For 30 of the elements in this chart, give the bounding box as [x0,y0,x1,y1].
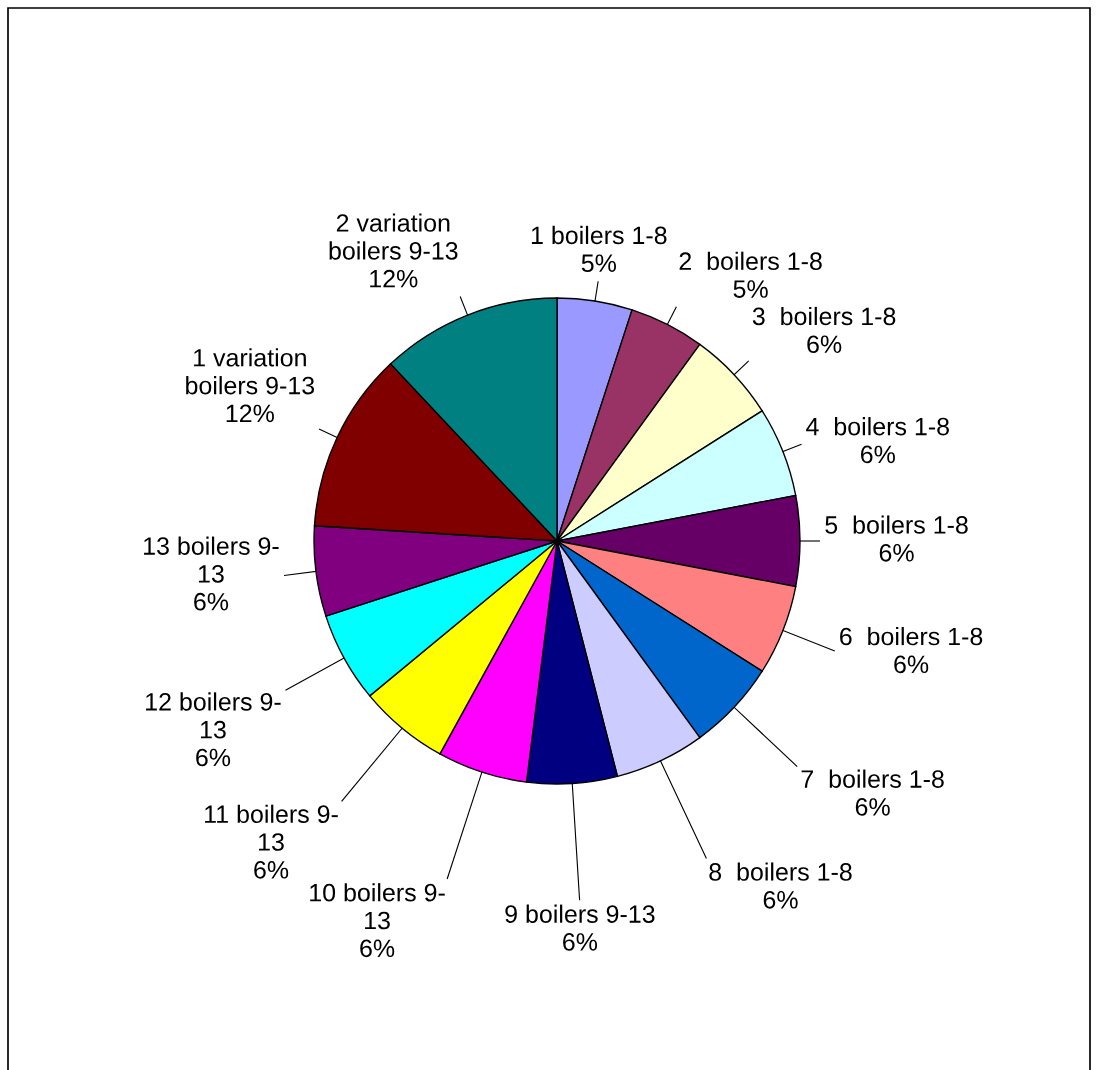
slice-label: 3 boilers 1-8 [752,306,896,326]
slice-label: 8 boilers 1-8 [709,862,852,881]
slice-label: 10 boilers 9- 13 [310,883,445,930]
slice-label: 5 boilers 1-8 [825,515,968,534]
slice-label: 1 variation boilers 9-13 [186,348,315,395]
slice-label: 6 boilers 1-8 [840,627,983,646]
data-label: 5% [733,280,768,298]
data-label: 6% [807,335,842,354]
data-label: 5% [581,254,616,273]
data-label: 6% [894,655,929,674]
slice-label: 7 boilers 1-8 [801,769,944,788]
data-label: 12% [226,404,274,423]
data-label: 6% [763,890,798,909]
data-label: 6% [196,748,231,767]
slice-label: 1 boilers 1-8 [531,225,667,245]
slice-label: 11 boilers 9- 13 [205,804,338,851]
data-label: 6% [855,798,890,816]
data-label: 6% [563,933,598,951]
slice-label: 4 boilers 1-8 [806,417,949,436]
data-label: 6% [879,543,914,562]
slice-label: 9 boilers 9-13 [505,904,655,923]
data-label: 6% [360,939,395,958]
data-label: 6% [860,445,895,464]
slice-label: 2 boilers 1-8 [679,251,822,271]
data-label: 6% [254,860,289,879]
slice-label: 12 boilers 9- 13 [146,692,281,739]
data-label: 6% [194,592,229,611]
slice-label: 13 boilers 9- 13 [144,536,279,583]
data-label: 12% [370,269,418,288]
slice-label: 2 variation boilers 9-13 [329,213,458,260]
